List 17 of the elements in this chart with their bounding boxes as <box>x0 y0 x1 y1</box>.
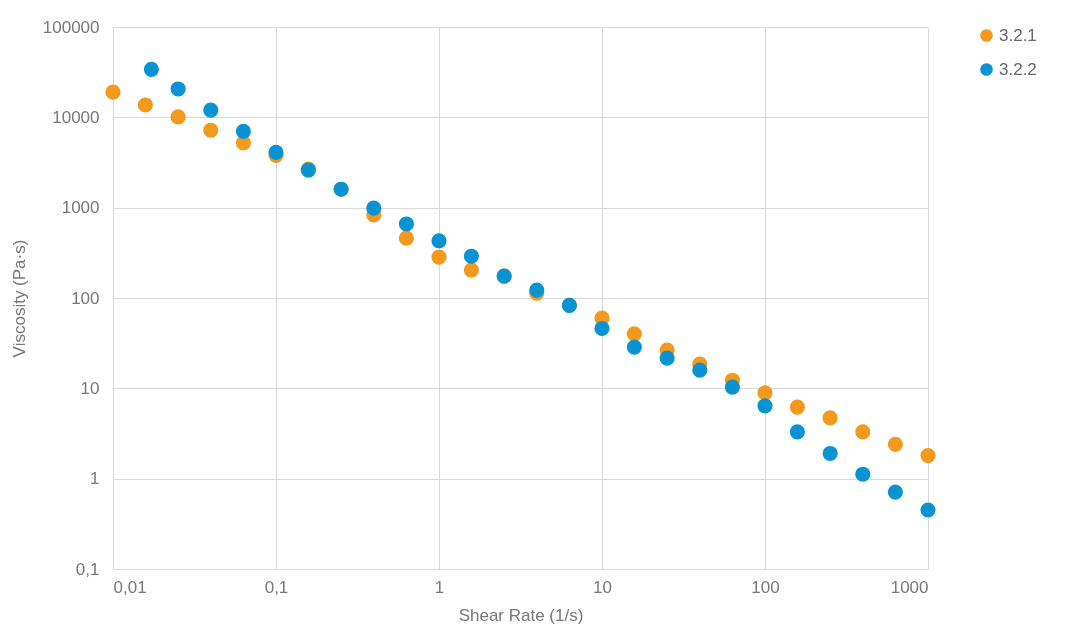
legend-label: 3.2.2 <box>999 59 1037 79</box>
x-axis-title: Shear Rate (1/s) <box>458 605 584 625</box>
x-tick-label: 1 <box>434 577 445 597</box>
x-tick-label: 0,1 <box>264 577 289 597</box>
y-tick-label: 100000 <box>42 17 100 37</box>
y-axis-title: Viscosity (Pa·s) <box>9 239 29 358</box>
y-tick-label: 0,1 <box>75 559 100 579</box>
x-tick-label: 1000 <box>890 577 929 597</box>
x-tick-label: 100 <box>751 577 780 597</box>
legend-label: 3.2.1 <box>999 25 1037 45</box>
y-tick-label: 10000 <box>52 107 100 127</box>
y-tick-label: 100 <box>71 288 100 308</box>
x-tick-label: 0,01 <box>113 577 147 597</box>
y-tick-label: 10 <box>80 378 100 398</box>
y-tick-label: 1 <box>90 469 100 489</box>
x-tick-label: 10 <box>593 577 612 597</box>
y-tick-label: 1000 <box>61 198 100 218</box>
